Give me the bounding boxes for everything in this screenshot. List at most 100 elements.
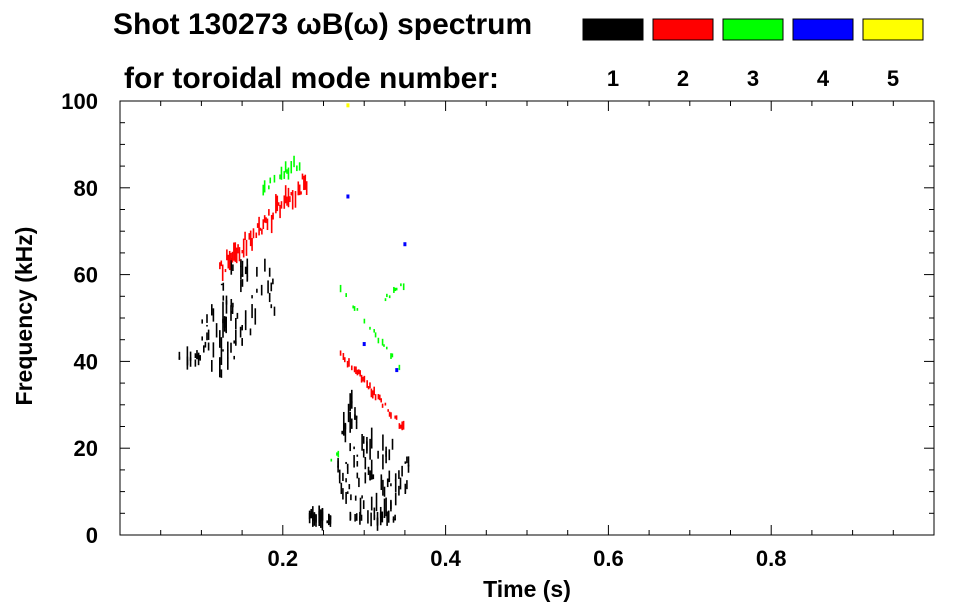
spectrum-mark <box>232 264 234 271</box>
spectrum-mark <box>346 360 349 368</box>
spectrum-mark <box>342 421 345 434</box>
spectrum-mark <box>233 242 235 261</box>
spectrum-mark <box>375 492 378 512</box>
spectrum-mark <box>252 228 255 239</box>
spectrum-mark <box>399 424 402 429</box>
spectrum-mark <box>380 474 383 491</box>
spectrum-mark <box>345 461 347 465</box>
spectrum-mark <box>283 171 286 179</box>
spectrum-mark <box>227 350 229 359</box>
spectrum-mark <box>407 464 410 473</box>
spectrum-mark <box>385 497 387 517</box>
spectrum-mark <box>355 415 358 419</box>
spectrum-mark <box>284 185 287 204</box>
spectrum-mark <box>312 506 314 522</box>
legend-label-4: 4 <box>817 66 830 91</box>
spectrum-mark <box>263 180 266 193</box>
spectrum-mark <box>353 455 355 468</box>
spectrum-mark <box>280 201 283 209</box>
spectrum-mark <box>357 369 360 375</box>
spectrum-mark <box>241 279 244 287</box>
spectrum-mark <box>244 266 247 275</box>
spectrum-mark <box>359 370 361 377</box>
spectrum-mark <box>343 357 346 363</box>
spectrum-mark <box>245 239 248 256</box>
spectrum-mark <box>390 501 392 509</box>
spectrum-mark <box>362 436 365 444</box>
spectrum-mark <box>348 358 350 367</box>
spectrum-mark <box>265 217 267 224</box>
spectrum-mark <box>355 366 357 375</box>
spectrum-mark <box>256 288 258 293</box>
spectrum-mark <box>241 250 244 254</box>
spectrum-mark <box>254 308 257 325</box>
spectrum-mark <box>222 318 224 338</box>
spectrum-mark <box>272 212 274 220</box>
spectrum-mark <box>346 464 349 474</box>
spectrum-mark <box>361 433 363 451</box>
spectrum-mark <box>398 423 401 429</box>
spectrum-mark <box>387 409 389 412</box>
spectrum-mark <box>340 482 343 495</box>
spectrum-mark <box>394 473 397 482</box>
x-axis-label: Time (s) <box>483 576 571 602</box>
spectrum-mark <box>246 275 249 282</box>
spectrum-mark <box>279 204 281 219</box>
spectrum-mark <box>385 450 387 464</box>
spectrum-mark <box>203 345 205 353</box>
series-n3 <box>262 155 405 462</box>
x-tick-labels: 0.2 0.4 0.6 0.8 <box>268 546 787 571</box>
spectrum-mark <box>262 219 265 230</box>
spectrum-mark <box>366 380 368 388</box>
spectrum-mark <box>355 422 358 430</box>
spectrum-mark <box>235 317 237 330</box>
y-axis-label: Frequency (kHz) <box>11 227 37 406</box>
spectrum-mark <box>304 174 307 190</box>
spectrum-mark <box>404 486 407 494</box>
spectrum-mark <box>338 474 341 477</box>
spectrum-mark <box>269 177 272 184</box>
spectrum-mark <box>197 356 200 359</box>
spectrum-mark <box>382 454 384 470</box>
chart-title-line1: Shot 130273 ωB(ω) spectrum <box>113 8 532 41</box>
spectrum-mark <box>286 169 288 174</box>
spectrum-mark <box>222 349 224 352</box>
spectrum-mark <box>267 280 269 294</box>
spectrum-mark <box>344 424 347 443</box>
spectrum-mark <box>350 494 352 501</box>
spectrum-mark <box>349 411 351 433</box>
spectrum-mark <box>382 479 384 496</box>
spectrum-mark <box>178 356 181 360</box>
spectrum-mark <box>342 411 345 423</box>
spectrum-mark <box>206 314 208 323</box>
spectrum-mark <box>222 282 225 291</box>
spectrum-mark <box>383 486 386 497</box>
spectrum-mark <box>387 510 390 523</box>
spectrum-mark <box>239 326 242 338</box>
y-tick-label: 20 <box>74 436 98 461</box>
spectrum-mark <box>261 228 263 235</box>
spectrum-mark <box>373 329 375 333</box>
spectrum-mark <box>255 232 258 238</box>
spectrum-mark <box>391 353 394 358</box>
spectrum-mark <box>235 247 238 264</box>
spectrum-mark <box>350 389 353 409</box>
spectrum-mark <box>398 364 401 371</box>
x-tick-label: 0.6 <box>593 546 624 571</box>
spectrum-mark <box>221 264 224 281</box>
spectrum-mark <box>275 194 277 214</box>
spectrum-mark <box>402 283 405 291</box>
spectrum-mark <box>236 312 239 319</box>
spectrum-mark <box>231 251 234 263</box>
spectrum-mark <box>270 214 273 234</box>
spectrum-mark <box>376 517 379 526</box>
spectrum-mark <box>287 167 290 180</box>
spectrum-mark <box>356 472 359 479</box>
spectrum-mark <box>360 514 363 521</box>
spectrum-mark <box>235 329 237 345</box>
spectrum-mark <box>230 257 233 275</box>
spectrum-mark <box>377 394 380 400</box>
spectrum-mark <box>406 480 408 490</box>
spectrum-mark <box>219 363 221 371</box>
